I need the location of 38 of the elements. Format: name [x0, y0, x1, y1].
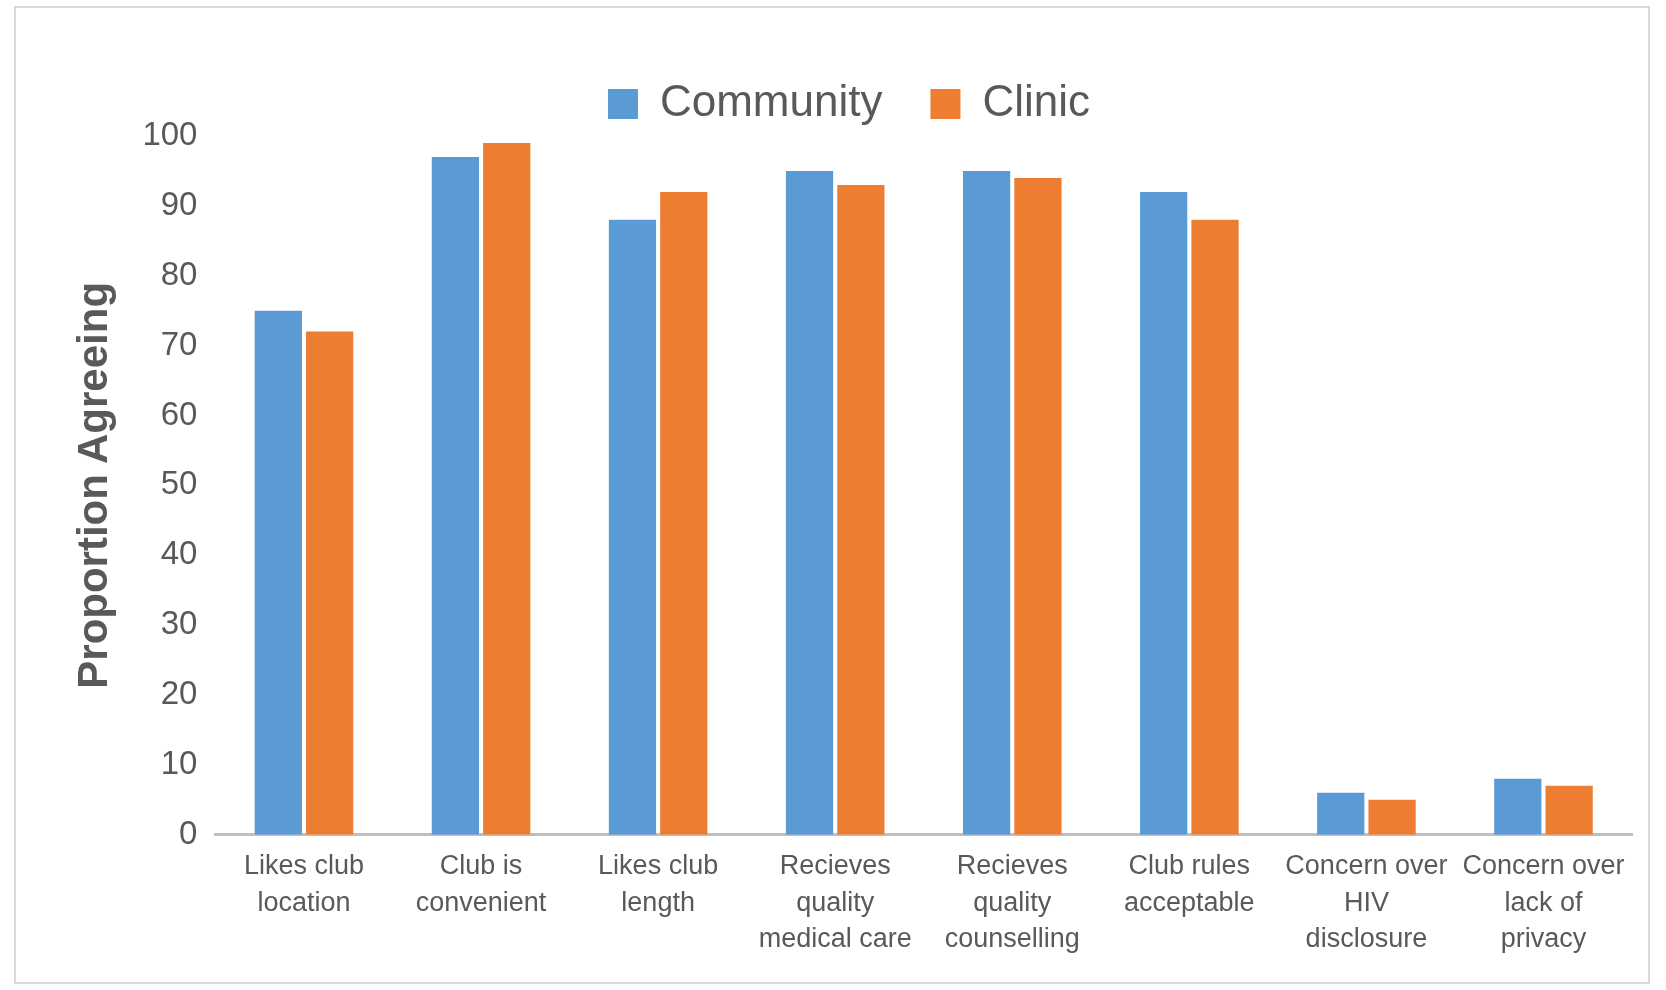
bar [837, 184, 885, 835]
x-tick-label: Concern over HIV disclosure [1285, 850, 1448, 954]
y-tick-label: 90 [160, 184, 198, 222]
x-tick-label: Likes club location [243, 850, 365, 917]
y-tick-label: 40 [160, 534, 198, 572]
y-tick-label: 20 [160, 674, 198, 712]
x-tick-label: Likes club length [598, 850, 719, 917]
bar [1140, 191, 1188, 835]
x-tick-label: Recieves quality counselling [944, 850, 1080, 954]
bar [1014, 177, 1062, 835]
bar [254, 310, 302, 835]
y-tick-label: 30 [160, 604, 198, 642]
y-axis-title: Proportion Agreeing [68, 281, 116, 689]
bar [962, 170, 1011, 835]
bar [1317, 792, 1365, 835]
x-tick-label: Club is convenient [415, 850, 547, 917]
bar [483, 142, 531, 835]
bar [608, 219, 657, 835]
y-tick-label: 70 [160, 324, 198, 362]
bar [660, 191, 708, 835]
bar [1494, 778, 1542, 835]
bar [785, 170, 834, 835]
x-tick-label: Recieves quality medical care [758, 850, 912, 954]
y-tick-label: 0 [179, 813, 198, 851]
bar [1545, 785, 1593, 835]
legend-label: Community [659, 76, 883, 126]
y-tick-label: 60 [160, 394, 198, 432]
bar [1368, 799, 1416, 835]
bar [1191, 219, 1239, 835]
y-tick-label: 80 [160, 254, 198, 292]
x-tick-label: Club rules acceptable [1124, 850, 1255, 917]
y-tick-label: 50 [160, 464, 198, 502]
x-tick-label: Concern over lack of privacy [1462, 850, 1625, 954]
y-tick-label: 100 [142, 115, 198, 153]
y-tick-label: 10 [160, 743, 198, 781]
bar [306, 331, 354, 835]
legend-label: Clinic [982, 76, 1091, 126]
bar [431, 156, 480, 835]
